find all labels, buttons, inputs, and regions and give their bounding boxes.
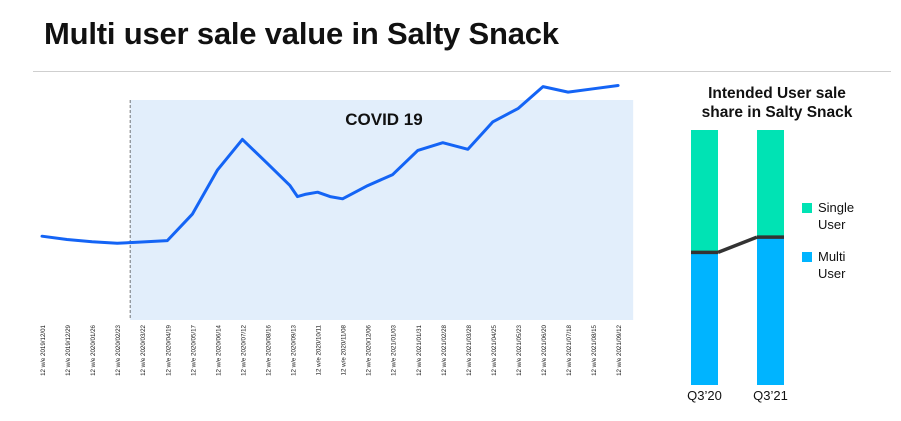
x-tick-label: 12 w/e 2020/10/11 bbox=[316, 324, 323, 375]
x-tick-label: 12 w/e 2020/03/22 bbox=[140, 324, 147, 375]
series-line bbox=[40, 84, 620, 245]
bar-chart-title: Intended User sale share in Salty Snack bbox=[702, 85, 853, 121]
x-tick-label: 12 w/e 2021/03/28 bbox=[466, 324, 473, 375]
legend-label: Single User bbox=[818, 200, 854, 232]
chart-title: Multi user sale value in Salty Snack bbox=[44, 16, 559, 51]
x-tick-label: 12 w/e 2020/05/17 bbox=[190, 324, 197, 375]
x-tick-label: 12 w/e 2021/05/23 bbox=[516, 324, 523, 375]
covid-region bbox=[130, 100, 634, 320]
x-tick-label: 12 w/e 2021/08/15 bbox=[591, 324, 598, 375]
x-tick-label: 12 w/e 2021/09/12 bbox=[616, 324, 623, 375]
x-tick-label: 12 w/e 2019/12/01 bbox=[40, 324, 47, 375]
x-tick-label: 12 w/e 2021/01/31 bbox=[416, 324, 423, 375]
bar-single-user bbox=[757, 130, 784, 238]
x-tick-label: 12 w/e 2020/04/19 bbox=[165, 324, 172, 375]
covid-label: COVID 19 bbox=[345, 110, 422, 129]
legend-label: Multi User bbox=[818, 249, 846, 281]
share-connector-line bbox=[717, 235, 758, 255]
title-divider bbox=[33, 71, 891, 72]
bar-multi-user bbox=[757, 237, 784, 385]
stacked-bar-chart: Intended User sale share in Salty Snack Q3… bbox=[687, 85, 854, 403]
bar-single-user bbox=[691, 130, 718, 253]
x-tick-label: 12 w/e 2020/06/14 bbox=[215, 324, 222, 375]
x-tick-label: 12 w/e 2020/07/12 bbox=[240, 324, 247, 375]
x-tick-label: 12 w/e 2021/04/25 bbox=[491, 324, 498, 375]
legend-swatch bbox=[802, 203, 812, 213]
x-tick-label: 12 w/e 2020/08/16 bbox=[265, 324, 272, 375]
legend-swatch bbox=[802, 252, 812, 262]
x-tick-label: 12 w/e 2020/11/08 bbox=[341, 324, 348, 375]
bar-category-label: Q3’20 bbox=[687, 388, 722, 403]
x-tick-label: 12 w/e 2021/06/20 bbox=[541, 324, 548, 375]
bar-category-label: Q3’21 bbox=[753, 388, 788, 403]
x-tick-label: 12 w/e 2020/09/13 bbox=[291, 324, 298, 375]
x-tick-label: 12 w/e 2020/01/26 bbox=[90, 324, 97, 375]
bar-multi-user bbox=[691, 252, 718, 385]
x-tick-label: 12 w/e 2021/02/28 bbox=[441, 324, 448, 375]
x-tick-label: 12 w/e 2020/02/23 bbox=[115, 324, 122, 375]
x-tick-label: 12 w/e 2020/12/06 bbox=[366, 324, 373, 375]
x-tick-label: 12 w/e 2021/01/03 bbox=[391, 324, 398, 375]
line-chart: COVID 19 12 w/e 2019/12/01 12 w/e 2019/12/… bbox=[40, 84, 634, 376]
x-tick-label: 12 w/e 2019/12/29 bbox=[65, 324, 72, 375]
x-tick-label: 12 w/e 2021/07/18 bbox=[566, 324, 573, 375]
